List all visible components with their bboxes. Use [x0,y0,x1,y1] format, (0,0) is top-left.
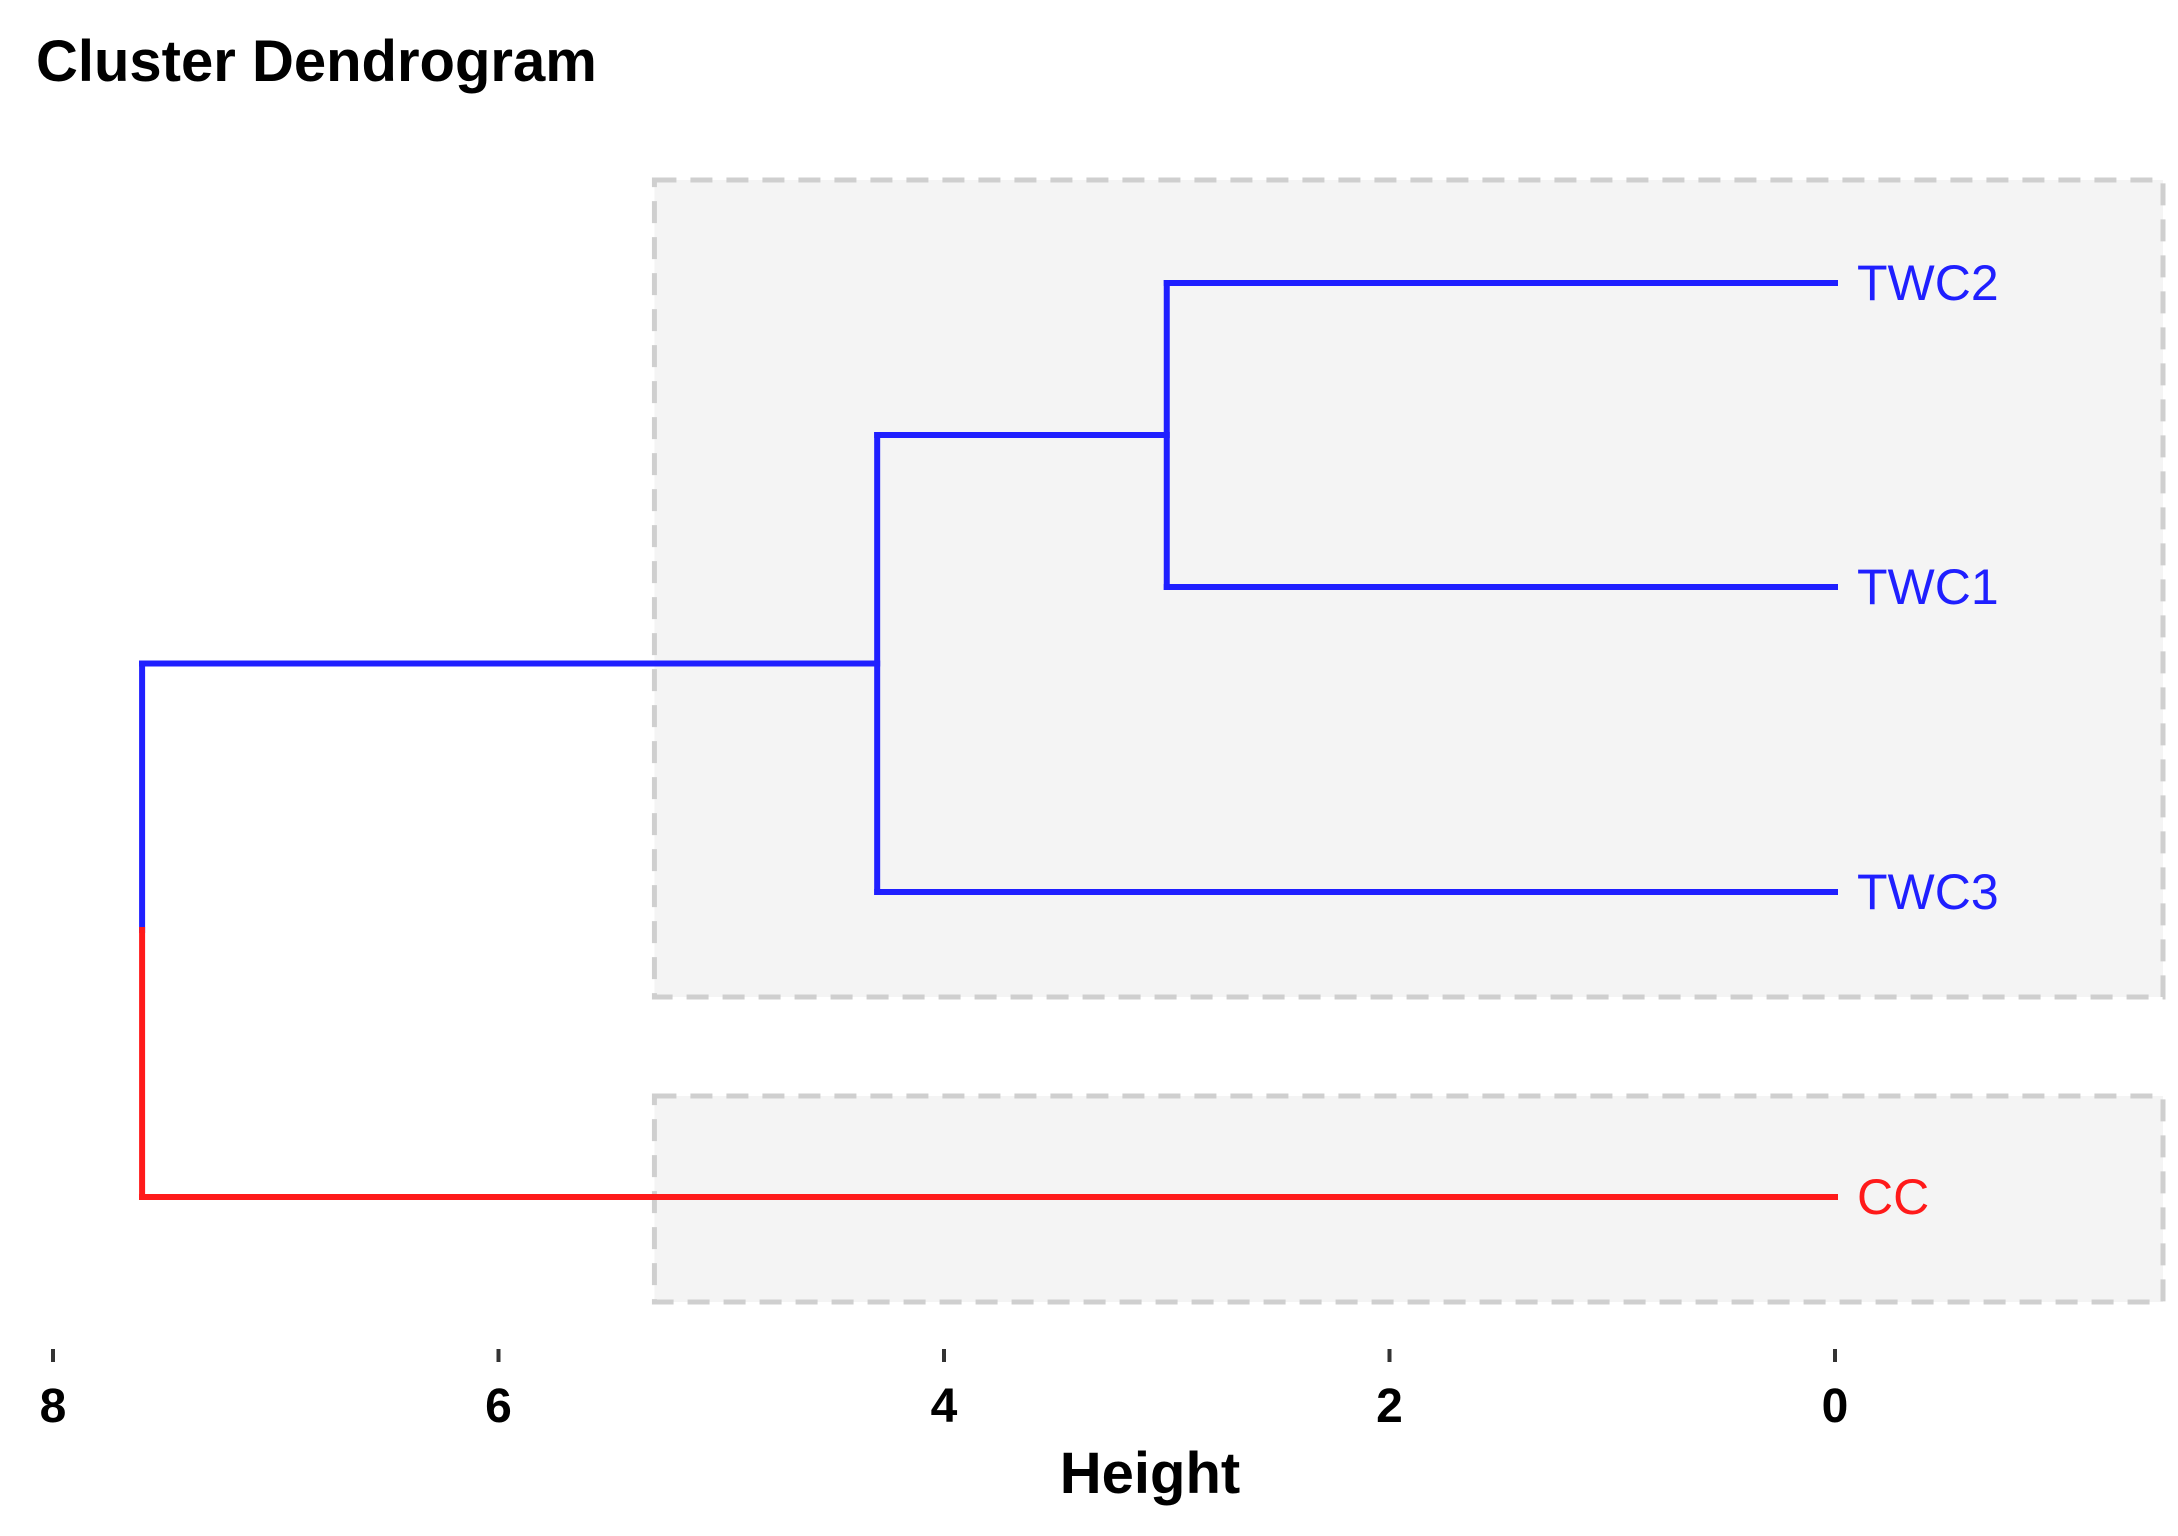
leaf-label-twc3: TWC3 [1857,864,1999,920]
x-tick-label-6: 6 [485,1380,512,1433]
x-tick-label-4: 4 [931,1380,958,1433]
x-tick-label-0: 0 [1822,1380,1849,1433]
leaf-labels: TWC2 TWC1 TWC3 CC [1857,255,1999,1225]
dendrogram-branches [139,280,1838,1200]
x-tick-label-2: 2 [1376,1380,1403,1433]
leaf-label-twc2: TWC2 [1857,255,1999,311]
x-axis: 8 6 4 2 0 Height [40,1349,1849,1506]
x-axis-title: Height [1060,1441,1240,1506]
x-tick-label-8: 8 [40,1380,67,1433]
cluster-boxes [651,177,2166,1305]
chart-title: Cluster Dendrogram [36,29,597,94]
leaf-label-cc: CC [1857,1169,1929,1225]
leaf-label-twc1: TWC1 [1857,559,1999,615]
